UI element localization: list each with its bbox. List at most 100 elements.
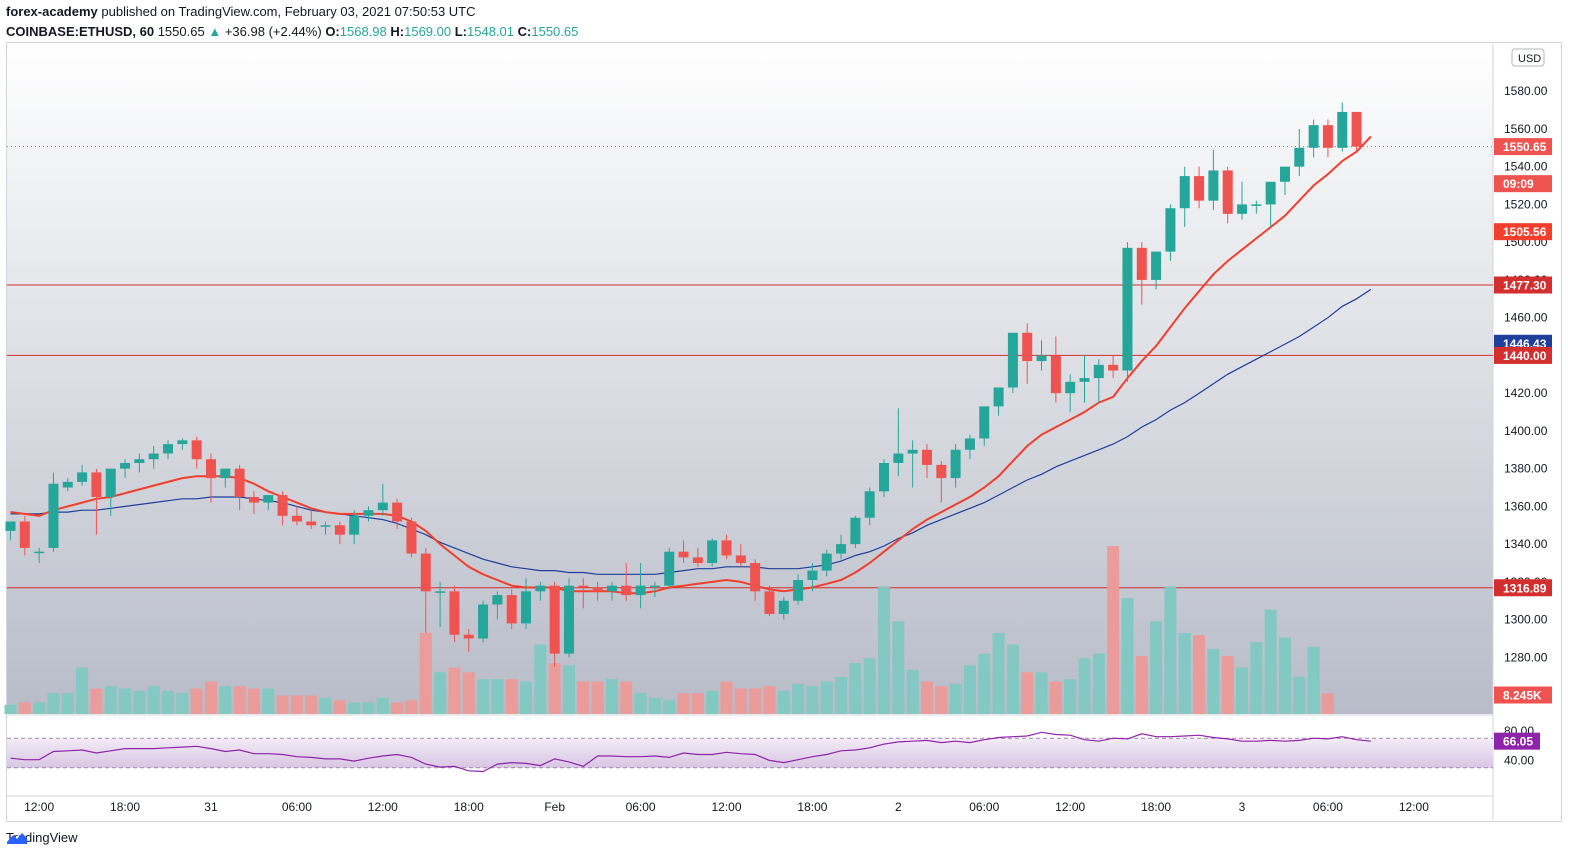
candle-body[interactable]: [1165, 208, 1176, 252]
candle-body[interactable]: [1093, 364, 1104, 379]
candle-body[interactable]: [492, 595, 503, 605]
candle-body[interactable]: [463, 634, 474, 639]
candle-body[interactable]: [721, 540, 732, 556]
candle-body[interactable]: [1122, 247, 1133, 371]
candle-body[interactable]: [1179, 176, 1190, 209]
candle-body[interactable]: [921, 449, 932, 465]
candle-body[interactable]: [778, 600, 789, 614]
candle-body[interactable]: [377, 502, 388, 511]
candle-body[interactable]: [578, 585, 589, 588]
candle-body[interactable]: [19, 521, 30, 548]
candle-body[interactable]: [821, 553, 832, 571]
candle-body[interactable]: [1222, 170, 1233, 214]
candle-body[interactable]: [263, 495, 274, 503]
candle-body[interactable]: [62, 481, 73, 488]
candle-body[interactable]: [1108, 364, 1119, 371]
candle-body[interactable]: [48, 483, 59, 548]
candle-body[interactable]: [750, 563, 761, 592]
candle-body[interactable]: [793, 580, 804, 601]
candle-body[interactable]: [177, 440, 188, 445]
candle-body[interactable]: [850, 517, 861, 545]
candle-body[interactable]: [148, 453, 159, 460]
candle-body[interactable]: [893, 453, 904, 463]
candle-body[interactable]: [1050, 355, 1061, 394]
candle-body[interactable]: [807, 570, 818, 580]
candle-body[interactable]: [621, 585, 632, 596]
candle-body[interactable]: [349, 515, 360, 535]
candle-body[interactable]: [435, 591, 446, 593]
candle-body[interactable]: [1279, 166, 1290, 182]
candle-body[interactable]: [635, 585, 646, 596]
candle-body[interactable]: [1337, 111, 1348, 148]
candle-body[interactable]: [1308, 125, 1319, 148]
candle-body[interactable]: [879, 462, 890, 492]
candle-body[interactable]: [1022, 332, 1033, 362]
candle-body[interactable]: [1237, 204, 1248, 214]
candle-body[interactable]: [664, 551, 675, 586]
candle-body[interactable]: [907, 449, 918, 454]
candle-body[interactable]: [979, 406, 990, 439]
candle-body[interactable]: [91, 472, 102, 497]
candle-body[interactable]: [205, 459, 216, 479]
candle-body[interactable]: [950, 449, 961, 479]
candle-body[interactable]: [220, 468, 231, 479]
candle-body[interactable]: [291, 515, 302, 522]
candle-body[interactable]: [592, 587, 603, 592]
candle-body[interactable]: [420, 553, 431, 592]
candle-body[interactable]: [836, 544, 847, 554]
candle-body[interactable]: [1136, 247, 1147, 280]
candle-body[interactable]: [936, 464, 947, 479]
candle-body[interactable]: [692, 557, 703, 564]
candle-body[interactable]: [134, 459, 145, 463]
candle-body[interactable]: [320, 525, 331, 527]
candle-body[interactable]: [964, 438, 975, 450]
candle-body[interactable]: [735, 555, 746, 564]
candle-body[interactable]: [606, 585, 617, 592]
candle-body[interactable]: [1079, 378, 1090, 382]
candle-body[interactable]: [5, 521, 16, 531]
candle-body[interactable]: [1322, 125, 1333, 148]
candle-body[interactable]: [120, 462, 131, 469]
candle-body[interactable]: [163, 444, 174, 454]
candle-body[interactable]: [449, 591, 460, 635]
candle-body[interactable]: [1208, 170, 1219, 201]
candle-body[interactable]: [1151, 251, 1162, 280]
currency-badge[interactable]: [1511, 48, 1545, 67]
time-axis-tick-label: 18:00: [110, 800, 140, 814]
candle-body[interactable]: [521, 591, 532, 624]
candle-body[interactable]: [277, 495, 288, 516]
candle-body[interactable]: [478, 604, 489, 639]
candle-body[interactable]: [77, 472, 88, 482]
candle-body[interactable]: [34, 551, 45, 554]
candle-body[interactable]: [306, 521, 317, 526]
candle-body[interactable]: [334, 525, 345, 535]
publisher-name[interactable]: forex-academy: [6, 4, 98, 19]
candle-body[interactable]: [535, 585, 546, 592]
candle-body[interactable]: [234, 468, 245, 497]
candle-body[interactable]: [1265, 181, 1276, 205]
candle-body[interactable]: [105, 468, 116, 497]
candle-body[interactable]: [1065, 381, 1076, 394]
volume-bar: [376, 697, 389, 714]
candle-body[interactable]: [563, 585, 574, 654]
candle-body[interactable]: [248, 496, 259, 503]
candle-body[interactable]: [1007, 332, 1018, 388]
candle-body[interactable]: [506, 595, 517, 624]
candle-body[interactable]: [191, 440, 202, 460]
candle-body[interactable]: [1251, 204, 1262, 206]
candle-body[interactable]: [707, 540, 718, 564]
candle-body[interactable]: [764, 591, 775, 614]
candle-body[interactable]: [549, 585, 560, 654]
candle-body[interactable]: [1194, 176, 1205, 201]
candle-body[interactable]: [1294, 147, 1305, 167]
candle-body[interactable]: [864, 491, 875, 518]
candle-body[interactable]: [363, 510, 374, 516]
candle-body[interactable]: [993, 387, 1004, 407]
candle-body[interactable]: [392, 502, 403, 522]
candle-body[interactable]: [678, 551, 689, 558]
candle-body[interactable]: [406, 521, 417, 554]
candle-body[interactable]: [1036, 355, 1047, 362]
candle-body[interactable]: [649, 585, 660, 588]
candle-body[interactable]: [1351, 111, 1362, 147]
